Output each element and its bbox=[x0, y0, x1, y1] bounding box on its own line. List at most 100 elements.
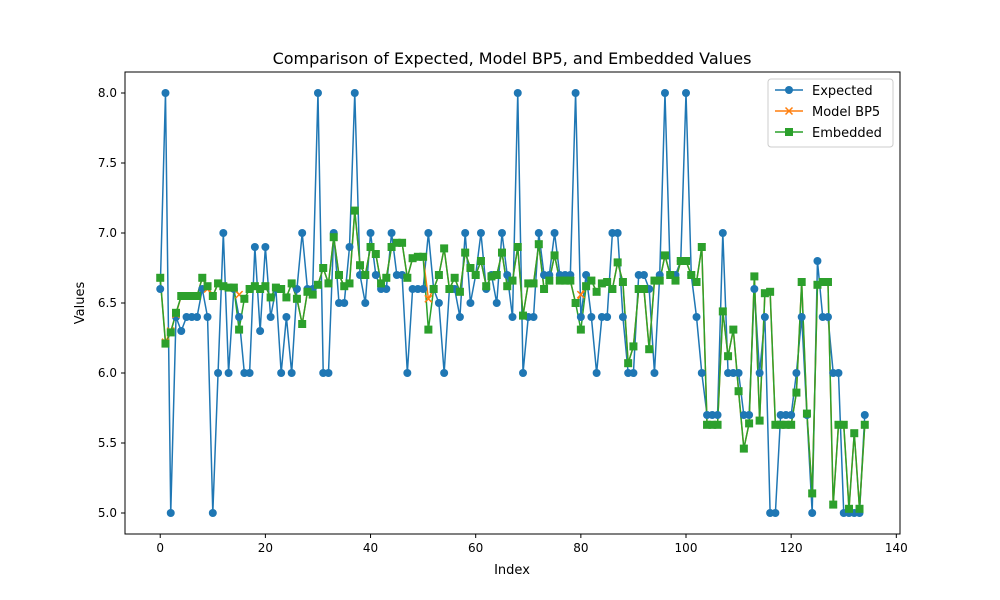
data-point bbox=[545, 276, 554, 285]
data-point bbox=[298, 229, 307, 237]
data-point bbox=[550, 229, 559, 237]
data-point bbox=[529, 313, 538, 321]
data-point bbox=[261, 243, 270, 251]
data-point bbox=[850, 429, 859, 438]
data-point bbox=[156, 273, 165, 282]
data-point bbox=[597, 279, 606, 288]
data-point bbox=[639, 285, 648, 293]
legend-box bbox=[767, 78, 894, 148]
series-markers-2 bbox=[156, 206, 869, 513]
data-point bbox=[408, 254, 417, 263]
data-point bbox=[324, 369, 333, 377]
data-point bbox=[429, 285, 438, 293]
data-point bbox=[271, 283, 280, 292]
series-line-0 bbox=[159, 92, 866, 514]
data-point bbox=[608, 285, 617, 293]
data-point bbox=[513, 89, 522, 97]
data-point bbox=[650, 369, 659, 377]
data-point bbox=[524, 279, 533, 288]
data-point bbox=[471, 271, 480, 279]
data-point bbox=[403, 273, 412, 282]
legend-marker bbox=[785, 128, 793, 136]
data-point bbox=[345, 243, 354, 251]
plot-lines bbox=[159, 92, 866, 514]
data-point bbox=[398, 238, 407, 247]
data-point bbox=[813, 257, 822, 265]
data-point bbox=[203, 282, 212, 291]
data-point bbox=[750, 285, 759, 293]
data-point bbox=[766, 287, 775, 296]
data-point bbox=[792, 369, 801, 377]
x-tick-label: 120 bbox=[780, 541, 803, 555]
legend: Expected Model BP5 Embedded bbox=[767, 78, 894, 148]
data-point bbox=[256, 285, 265, 293]
data-point bbox=[461, 229, 470, 237]
x-axis-label: Index bbox=[494, 563, 530, 578]
data-point bbox=[629, 342, 638, 351]
data-point bbox=[476, 257, 485, 265]
data-point bbox=[603, 278, 612, 286]
data-point bbox=[424, 325, 433, 334]
data-point bbox=[676, 257, 685, 265]
data-point bbox=[497, 229, 506, 237]
data-point bbox=[250, 282, 259, 291]
data-point bbox=[534, 240, 543, 249]
data-point bbox=[776, 420, 785, 429]
data-point bbox=[829, 500, 838, 509]
data-point bbox=[193, 313, 202, 321]
data-point bbox=[240, 294, 249, 303]
data-point bbox=[697, 369, 706, 377]
data-point bbox=[813, 280, 822, 289]
data-point bbox=[645, 345, 654, 354]
y-tick-label: 8.0 bbox=[98, 86, 117, 100]
data-point bbox=[261, 282, 270, 291]
data-point bbox=[266, 293, 275, 302]
data-point bbox=[718, 229, 727, 237]
x-tick-label: 40 bbox=[363, 541, 378, 555]
data-point bbox=[224, 369, 233, 377]
data-point bbox=[703, 420, 712, 429]
data-point bbox=[377, 279, 386, 288]
data-point bbox=[692, 313, 701, 321]
data-point bbox=[403, 369, 412, 377]
data-point bbox=[208, 292, 217, 300]
data-point bbox=[745, 419, 754, 428]
data-point bbox=[576, 290, 585, 299]
data-point bbox=[576, 313, 585, 321]
data-point bbox=[660, 89, 669, 97]
data-point bbox=[534, 229, 543, 237]
data-point bbox=[634, 285, 643, 293]
legend-marker bbox=[785, 86, 793, 94]
data-point bbox=[371, 271, 380, 279]
data-point bbox=[734, 387, 743, 396]
data-point bbox=[440, 369, 449, 377]
x-tick-label: 20 bbox=[258, 541, 273, 555]
data-point bbox=[172, 308, 181, 317]
data-point bbox=[434, 299, 443, 307]
data-point bbox=[166, 509, 175, 517]
data-point bbox=[603, 313, 612, 321]
data-point bbox=[519, 311, 528, 320]
data-point bbox=[519, 369, 528, 377]
data-point bbox=[235, 325, 244, 334]
data-point bbox=[750, 272, 759, 281]
data-point bbox=[277, 369, 286, 377]
data-point bbox=[413, 252, 422, 261]
data-point bbox=[235, 313, 244, 321]
data-point bbox=[613, 229, 622, 237]
legend-label: Model BP5 bbox=[812, 105, 880, 120]
data-point bbox=[455, 287, 464, 296]
data-point bbox=[245, 285, 254, 293]
data-point bbox=[755, 416, 764, 425]
data-point bbox=[787, 411, 796, 419]
data-point bbox=[566, 276, 575, 285]
data-point bbox=[371, 250, 380, 258]
y-tick-label: 5.0 bbox=[98, 506, 117, 520]
x-tick-label: 80 bbox=[573, 541, 588, 555]
y-axis-label: Values bbox=[73, 282, 88, 325]
data-point bbox=[823, 278, 832, 286]
data-point bbox=[482, 282, 491, 291]
y-tick-label: 7.0 bbox=[98, 226, 117, 240]
data-point bbox=[445, 285, 454, 293]
data-point bbox=[361, 271, 370, 279]
